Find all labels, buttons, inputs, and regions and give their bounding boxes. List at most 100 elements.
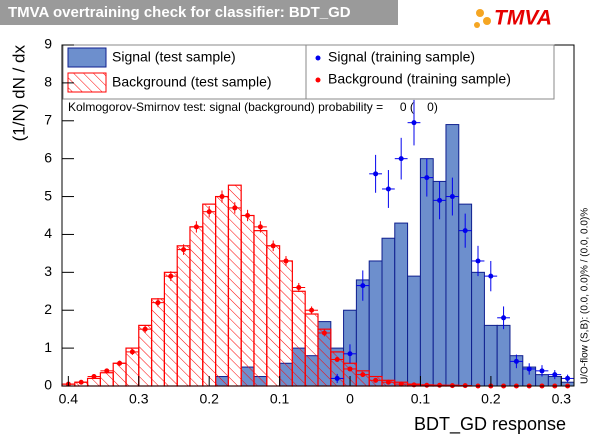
data-point — [509, 354, 523, 369]
background-bar — [150, 298, 166, 387]
marker — [206, 209, 212, 215]
data-point — [407, 99, 421, 146]
data-point — [151, 298, 165, 308]
data-point — [266, 240, 280, 252]
data-point — [369, 154, 383, 193]
data-point — [189, 221, 203, 233]
side-note: U/O-flow (S,B): (0.0, 0.0)% / (0.0, 0.0)… — [580, 208, 591, 384]
data-point — [228, 202, 242, 214]
marker — [488, 273, 494, 279]
marker — [462, 228, 468, 234]
marker — [552, 372, 558, 378]
marker — [296, 284, 302, 290]
legend-box — [305, 44, 555, 100]
marker — [129, 349, 135, 355]
x-tick-label: 0.3 — [552, 391, 572, 407]
marker — [398, 156, 404, 162]
data-point — [74, 379, 88, 385]
background-bar — [266, 245, 281, 387]
signal-bar — [368, 260, 383, 387]
data-point — [394, 137, 408, 180]
marker — [142, 326, 148, 332]
marker — [411, 120, 417, 126]
x-tick-label: 0.2 — [481, 391, 501, 407]
data-point — [215, 190, 229, 203]
background-bar — [240, 214, 255, 387]
marker — [373, 171, 379, 177]
data-point — [318, 329, 331, 337]
background-bar — [317, 328, 332, 387]
data-point — [433, 181, 446, 220]
x-tick-label: 0.1 — [411, 391, 431, 407]
y-tick-label: 3 — [44, 263, 52, 279]
y-axis-label: (1/N) dN / dx — [9, 45, 28, 142]
data-point — [177, 244, 190, 255]
marker — [513, 358, 519, 364]
data-point — [561, 374, 574, 383]
y-tick-label: 9 — [44, 36, 52, 52]
data-point — [292, 282, 306, 293]
y-tick-label: 2 — [44, 301, 52, 317]
background-bar — [253, 230, 268, 387]
legend-label: Background (test sample) — [112, 74, 272, 90]
x-axis-label: BDT_GD response — [414, 414, 566, 435]
x-tick-label: 0.2 — [199, 391, 219, 407]
marker — [181, 247, 187, 253]
signal-bar — [471, 271, 485, 387]
data-point — [330, 373, 344, 383]
marker — [270, 243, 276, 249]
y-tick-label: 5 — [44, 187, 52, 203]
marker — [91, 374, 97, 380]
background-bar — [215, 195, 230, 387]
marker — [385, 379, 391, 385]
data-point — [497, 306, 510, 330]
marker — [373, 377, 379, 383]
data-point — [279, 256, 293, 266]
marker — [117, 360, 123, 366]
signal-bar — [394, 222, 409, 387]
logo-text: TMVA — [494, 7, 552, 30]
data-point — [253, 221, 267, 233]
legend-label: Signal (training sample) — [328, 49, 475, 65]
data-point — [87, 374, 101, 380]
legend: Signal (test sample) Background (test sa… — [62, 44, 555, 100]
y-tick-label: 4 — [44, 225, 52, 241]
marker — [539, 368, 545, 374]
y-tick-label: 8 — [44, 74, 52, 90]
background-bar — [202, 203, 217, 387]
legend-swatch — [315, 77, 321, 83]
marker — [347, 366, 353, 372]
marker — [334, 375, 340, 381]
marker — [168, 273, 174, 279]
y-tick-label: 6 — [44, 149, 52, 165]
background-bar — [163, 271, 178, 387]
marker — [232, 205, 238, 211]
signal-bar — [407, 275, 421, 387]
marker — [219, 194, 225, 200]
data-point — [382, 379, 395, 385]
y-tick-label: 0 — [44, 377, 52, 393]
marker — [526, 366, 532, 372]
legend-label: Background (training sample) — [328, 71, 511, 87]
marker — [309, 307, 315, 313]
background-bar — [279, 260, 293, 387]
background-bar — [99, 372, 114, 387]
data-point — [343, 366, 357, 372]
data-point — [356, 270, 370, 301]
marker — [104, 368, 110, 374]
background-bar — [189, 226, 204, 387]
background-bar — [112, 362, 127, 387]
plot-area — [61, 99, 575, 389]
background-bar — [227, 184, 242, 387]
marker — [334, 356, 340, 362]
data-point — [330, 356, 344, 362]
marker — [321, 330, 327, 336]
data-point — [138, 325, 152, 333]
data-point — [471, 245, 485, 277]
annotation: Kolmogorov-Smirnov test: signal (backgro… — [68, 100, 438, 114]
marker — [411, 382, 417, 388]
marker — [155, 300, 161, 306]
data-point — [548, 370, 562, 380]
background-bar — [138, 324, 153, 387]
data-point — [356, 372, 370, 378]
